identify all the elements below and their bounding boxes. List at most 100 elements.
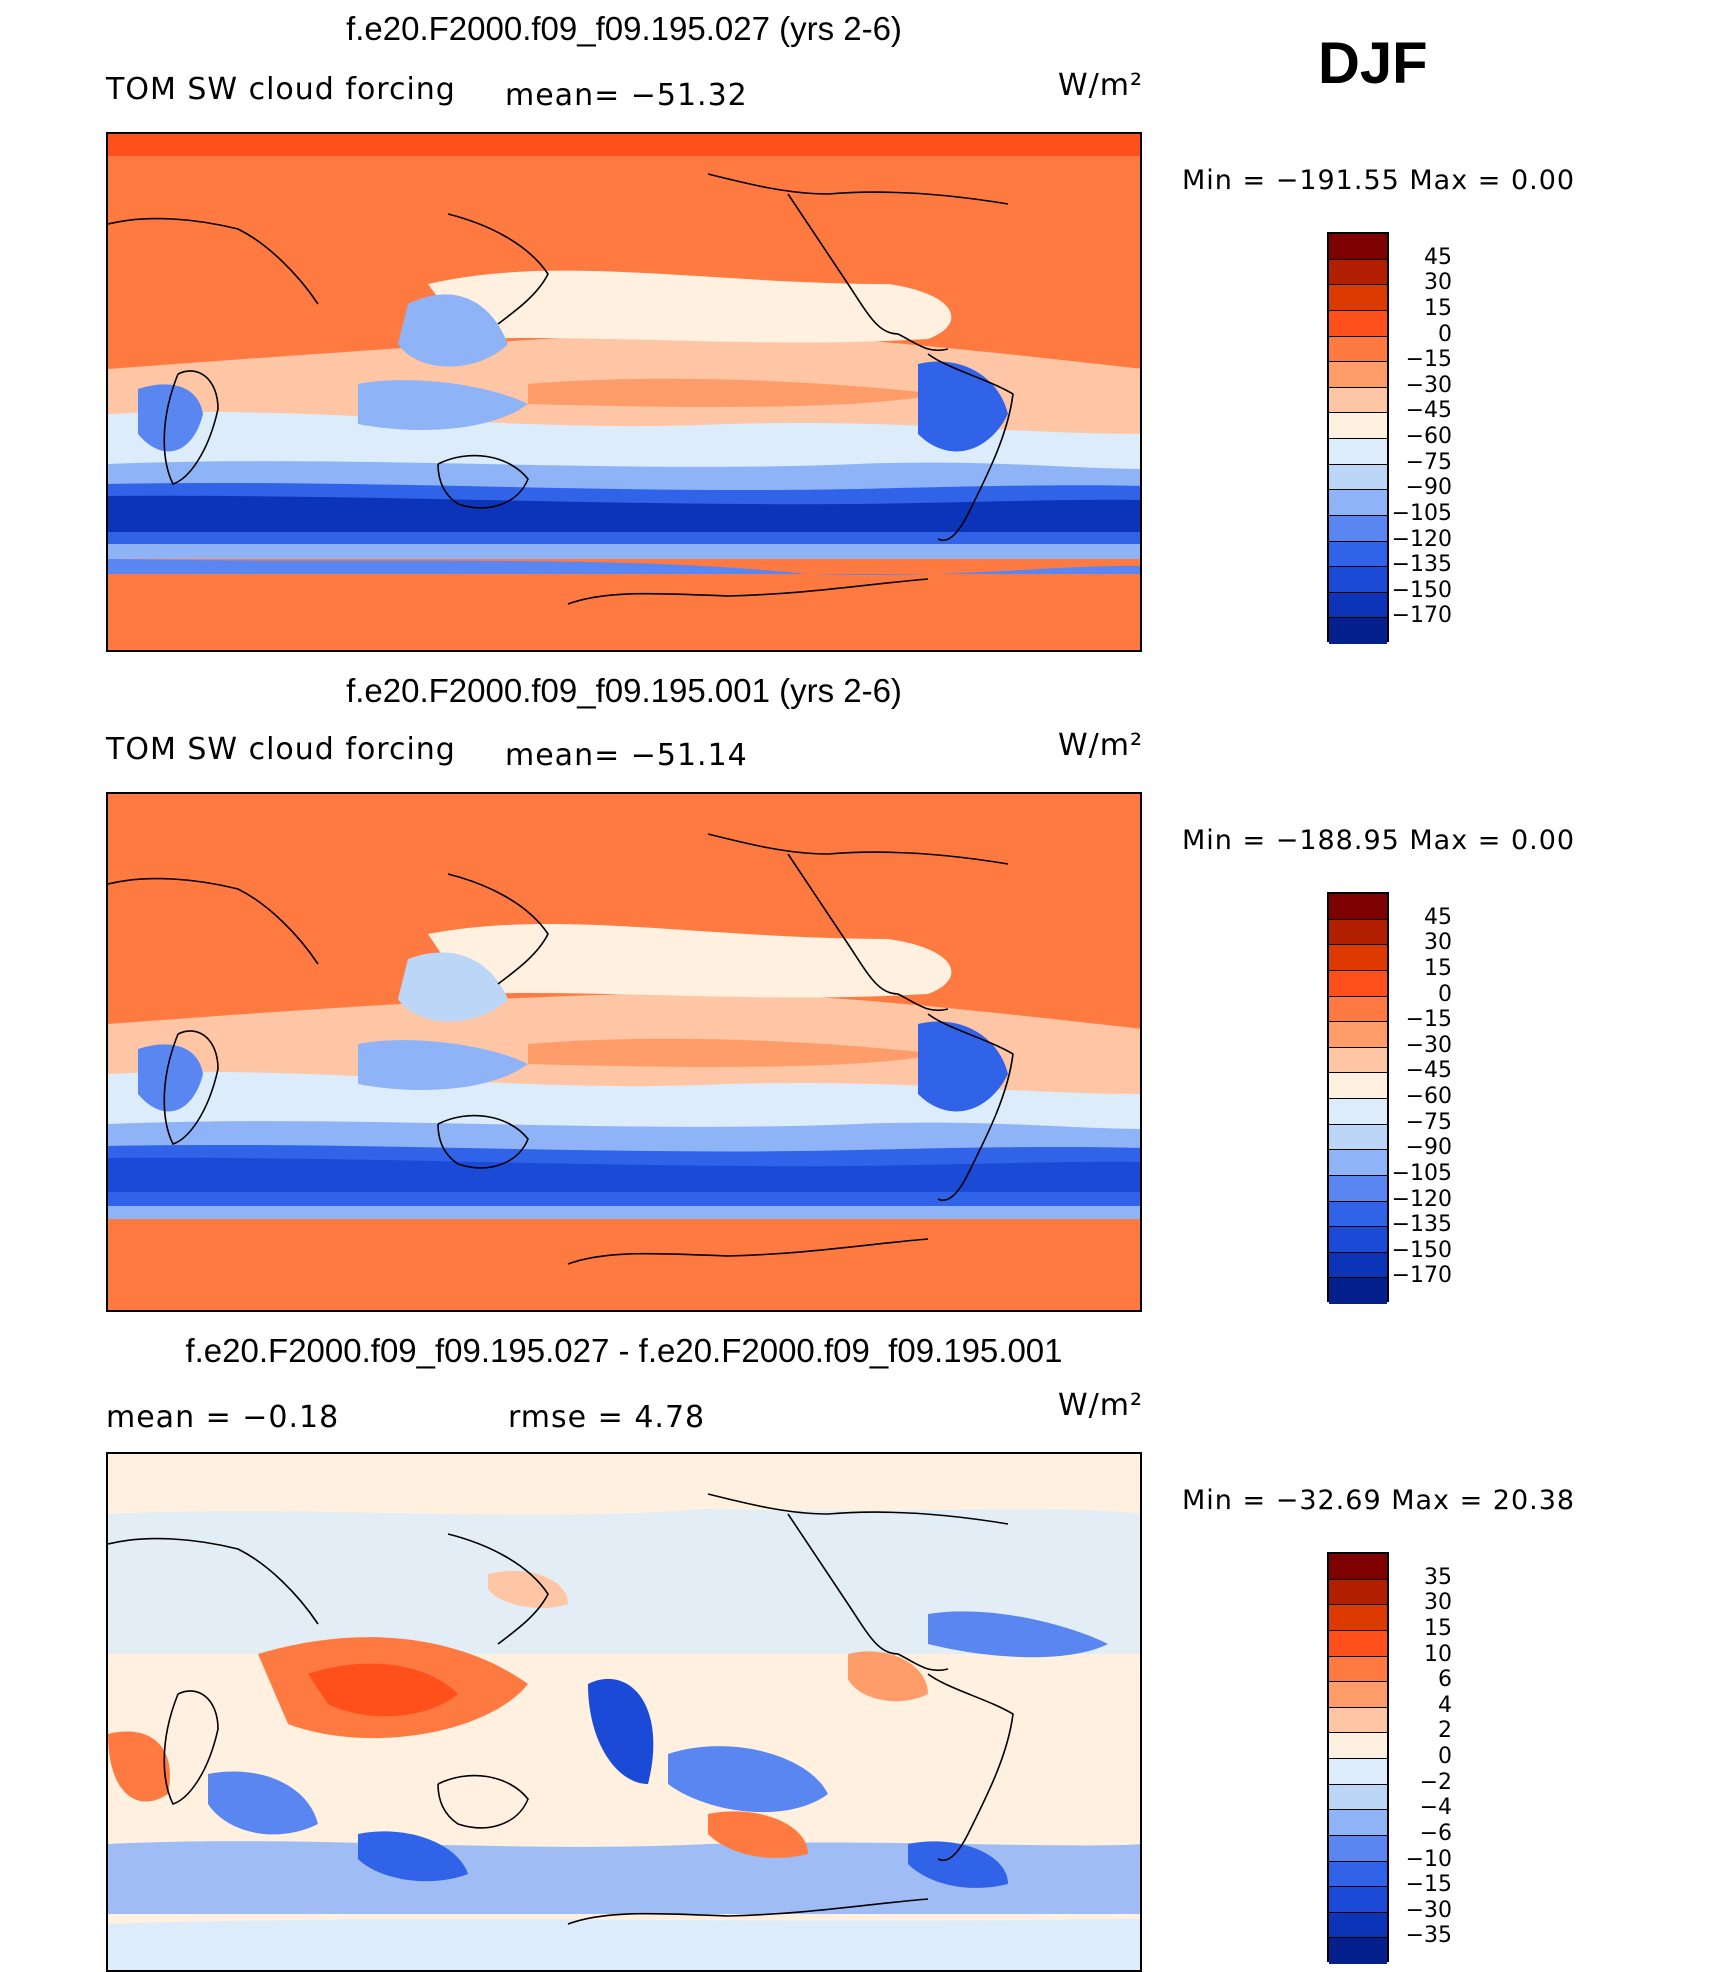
colorbar-label: 45 (1424, 244, 1452, 270)
panel-3-title: f.e20.F2000.f09_f09.195.027 - f.e20.F200… (185, 1332, 1063, 1369)
colorbar-label: −4 (1419, 1795, 1452, 1821)
panel-2-variable-label: TOM SW cloud forcing (106, 732, 456, 767)
colorbar-swatch (1329, 310, 1387, 337)
colorbar-label: −135 (1391, 1212, 1452, 1238)
panel-1-title: f.e20.F2000.f09_f09.195.027 (yrs 2-6) (346, 10, 902, 47)
colorbar-swatch (1329, 1707, 1387, 1734)
colorbar-label: −30 (1405, 1032, 1452, 1058)
colorbar-swatch (1329, 1227, 1387, 1253)
colorbar-label: −120 (1391, 526, 1452, 552)
colorbar-label: −170 (1391, 1263, 1452, 1289)
colorbar-label: 0 (1438, 981, 1452, 1007)
colorbar-swatch (1329, 945, 1387, 971)
colorbar-swatch (1329, 1175, 1387, 1202)
colorbar-swatch (1329, 1733, 1387, 1759)
panel-2-map (106, 792, 1142, 1312)
colorbar-swatch (1329, 996, 1387, 1023)
colorbar-label: 45 (1424, 904, 1452, 930)
colorbar-label: −75 (1405, 449, 1452, 475)
colorbar-swatch (1329, 234, 1387, 260)
colorbar-label: −170 (1391, 603, 1452, 629)
colorbar-label: −60 (1405, 424, 1452, 449)
panel-2-units: W/m² (1058, 728, 1144, 763)
colorbar-label: 4 (1438, 1692, 1452, 1718)
panel-3-mean-label: mean = −0.18 (106, 1400, 340, 1435)
colorbar-swatch (1329, 592, 1387, 619)
colorbar-label: −15 (1405, 1007, 1452, 1033)
panel-3-contour-field (108, 1454, 1140, 1970)
panel-2-title: f.e20.F2000.f09_f09.195.001 (yrs 2-6) (346, 672, 902, 709)
colorbar-swatch (1329, 490, 1387, 516)
colorbar-label: −6 (1419, 1820, 1452, 1846)
colorbar-label: −45 (1405, 398, 1452, 424)
colorbar-swatch (1329, 1554, 1387, 1580)
colorbar-swatch (1329, 1150, 1387, 1176)
colorbar-label: −150 (1391, 577, 1452, 603)
colorbar-label: −10 (1405, 1846, 1452, 1872)
season-label: DJF (1318, 31, 1428, 96)
colorbar-label: 30 (1424, 930, 1452, 956)
colorbar-swatch (1329, 1605, 1387, 1631)
panel-3-map (106, 1452, 1142, 1972)
colorbar-label: −105 (1391, 500, 1452, 526)
colorbar-label: −60 (1405, 1084, 1452, 1109)
colorbar-swatch (1329, 464, 1387, 491)
colorbar-swatch (1329, 1099, 1387, 1125)
panel-2-contour-field (108, 794, 1140, 1310)
colorbar-label: −135 (1391, 552, 1452, 578)
colorbar-swatch (1329, 285, 1387, 311)
colorbar-swatch (1329, 515, 1387, 542)
colorbar-label: −2 (1419, 1769, 1452, 1795)
panel-1-contour-field (108, 134, 1140, 650)
panel-3-rmse-label: rmse = 4.78 (508, 1400, 706, 1435)
panel-1-mean-label: mean= −51.32 (505, 78, 748, 113)
colorbar-label: −90 (1405, 475, 1452, 501)
panel-2-minmax: Min = −188.95 Max = 0.00 (1182, 825, 1576, 856)
panel-1-minmax: Min = −191.55 Max = 0.00 (1182, 165, 1576, 196)
panel-3-colorbar (1327, 1552, 1389, 1964)
colorbar-swatch (1329, 362, 1387, 388)
colorbar-label: −15 (1405, 1872, 1452, 1898)
panel-1-variable-label: TOM SW cloud forcing (106, 72, 456, 107)
colorbar-swatch (1329, 541, 1387, 568)
colorbar-label: −30 (1405, 1897, 1452, 1923)
colorbar-label: 2 (1438, 1718, 1452, 1744)
colorbar-swatch (1329, 1784, 1387, 1811)
colorbar-swatch (1329, 567, 1387, 593)
colorbar-label: 0 (1438, 321, 1452, 347)
colorbar-label: 0 (1438, 1744, 1452, 1769)
colorbar-label: 6 (1438, 1667, 1452, 1693)
panel-1-map (106, 132, 1142, 652)
colorbar-label: −90 (1405, 1135, 1452, 1161)
colorbar-label: 15 (1424, 1615, 1452, 1641)
colorbar-swatch (1329, 1682, 1387, 1708)
colorbar-label: −75 (1405, 1109, 1452, 1135)
colorbar-label: 30 (1424, 270, 1452, 296)
colorbar-swatch (1329, 1861, 1387, 1888)
colorbar-swatch (1329, 259, 1387, 286)
panel-3-units: W/m² (1058, 1388, 1144, 1423)
colorbar-label: 10 (1424, 1641, 1452, 1667)
colorbar-swatch (1329, 1835, 1387, 1862)
colorbar-swatch (1329, 1201, 1387, 1228)
colorbar-label: 15 (1424, 955, 1452, 981)
colorbar-swatch (1329, 618, 1387, 644)
colorbar-swatch (1329, 1047, 1387, 1074)
colorbar-swatch (1329, 970, 1387, 997)
panel-3-minmax: Min = −32.69 Max = 20.38 (1182, 1485, 1576, 1516)
panel-1-colorbar (1327, 232, 1389, 644)
panel-2-colorbar (1327, 892, 1389, 1304)
colorbar-label: 35 (1424, 1564, 1452, 1590)
colorbar-swatch (1329, 413, 1387, 439)
colorbar-swatch (1329, 1938, 1387, 1964)
colorbar-swatch (1329, 336, 1387, 363)
colorbar-swatch (1329, 387, 1387, 414)
colorbar-swatch (1329, 894, 1387, 920)
colorbar-swatch (1329, 1278, 1387, 1304)
colorbar-swatch (1329, 1630, 1387, 1657)
colorbar-label: −35 (1405, 1923, 1452, 1949)
panel-1-units: W/m² (1058, 68, 1144, 103)
colorbar-label: 15 (1424, 295, 1452, 321)
colorbar-swatch (1329, 1912, 1387, 1939)
colorbar-label: −120 (1391, 1186, 1452, 1212)
